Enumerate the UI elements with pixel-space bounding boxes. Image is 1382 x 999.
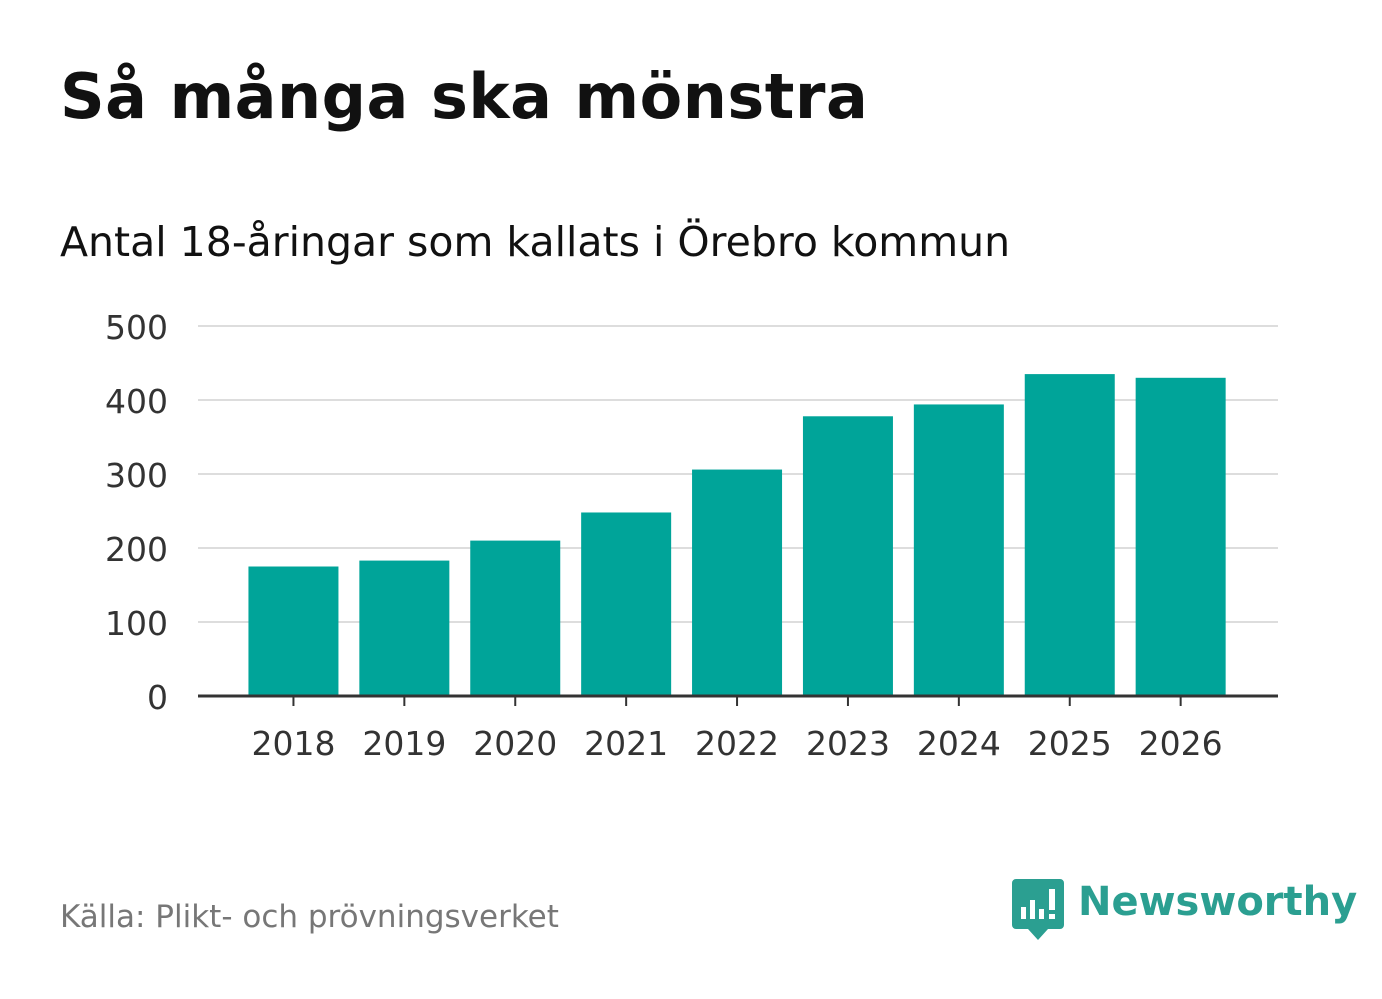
bar-2018 bbox=[248, 566, 339, 696]
y-tick-label: 100 bbox=[105, 604, 168, 643]
bar-2020 bbox=[470, 540, 561, 696]
bar-2025 bbox=[1024, 374, 1115, 696]
y-tick-label: 500 bbox=[105, 308, 168, 347]
y-tick-label: 300 bbox=[105, 456, 168, 495]
chart-subtitle: Antal 18-åringar som kallats i Örebro ko… bbox=[60, 218, 1011, 266]
x-tick-label: 2022 bbox=[695, 724, 779, 763]
bar-2026 bbox=[1135, 377, 1226, 696]
x-tick-label: 2019 bbox=[362, 724, 446, 763]
x-tick-label: 2023 bbox=[806, 724, 890, 763]
bar-2024 bbox=[913, 404, 1004, 696]
bar-2021 bbox=[581, 512, 672, 696]
y-tick-label: 400 bbox=[105, 382, 168, 421]
x-tick-label: 2021 bbox=[584, 724, 668, 763]
x-tick-label: 2024 bbox=[917, 724, 1001, 763]
brand-name: Newsworthy bbox=[1078, 879, 1358, 925]
x-tick-label: 2026 bbox=[1139, 724, 1223, 763]
x-tick-label: 2020 bbox=[473, 724, 557, 763]
bar-2022 bbox=[692, 469, 783, 696]
x-tick-label: 2025 bbox=[1028, 724, 1112, 763]
bar-2019 bbox=[359, 560, 450, 696]
bar-2023 bbox=[802, 416, 893, 696]
x-tick-label: 2018 bbox=[251, 724, 335, 763]
source-note: Källa: Plikt- och prövningsverket bbox=[60, 899, 559, 935]
y-tick-label: 200 bbox=[105, 530, 168, 569]
chart-title: Så många ska mönstra bbox=[60, 60, 869, 133]
newsworthy-logo-icon bbox=[1012, 879, 1064, 940]
brand: Newsworthy bbox=[1012, 879, 1357, 941]
y-tick-label: 0 bbox=[147, 678, 168, 717]
